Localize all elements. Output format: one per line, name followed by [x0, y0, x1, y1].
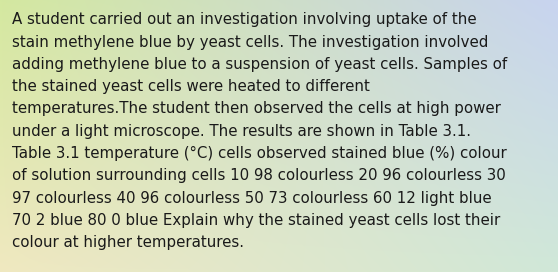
Text: 97 colourless 40 96 colourless 50 73 colourless 60 12 light blue: 97 colourless 40 96 colourless 50 73 col… [12, 191, 492, 206]
Text: temperatures.The student then observed the cells at high power: temperatures.The student then observed t… [12, 101, 501, 116]
Text: the stained yeast cells were heated to different: the stained yeast cells were heated to d… [12, 79, 370, 94]
Text: of solution surrounding cells 10 98 colourless 20 96 colourless 30: of solution surrounding cells 10 98 colo… [12, 168, 506, 183]
Text: 70 2 blue 80 0 blue Explain why the stained yeast cells lost their: 70 2 blue 80 0 blue Explain why the stai… [12, 213, 501, 228]
Text: adding methylene blue to a suspension of yeast cells. Samples of: adding methylene blue to a suspension of… [12, 57, 508, 72]
Text: under a light microscope. The results are shown in Table 3.1.: under a light microscope. The results ar… [12, 124, 472, 139]
Text: colour at higher temperatures.: colour at higher temperatures. [12, 235, 244, 250]
Text: stain methylene blue by yeast cells. The investigation involved: stain methylene blue by yeast cells. The… [12, 35, 489, 50]
Text: A student carried out an investigation involving uptake of the: A student carried out an investigation i… [12, 12, 477, 27]
Text: Table 3.1 temperature (°C) cells observed stained blue (%) colour: Table 3.1 temperature (°C) cells observe… [12, 146, 507, 161]
